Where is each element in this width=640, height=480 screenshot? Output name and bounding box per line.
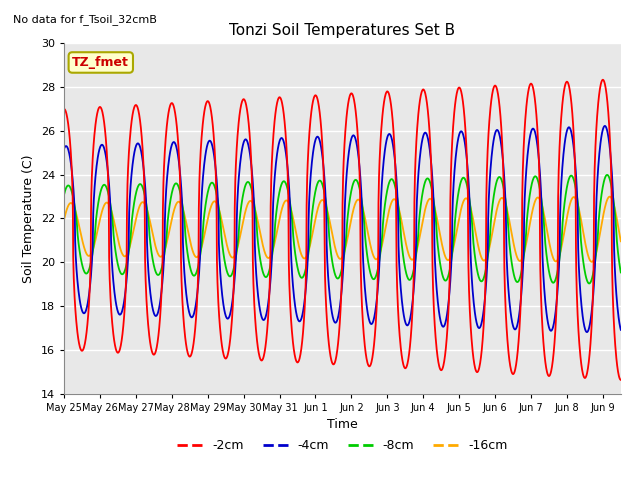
-8cm [601, 176, 609, 182]
Text: TZ_fmet: TZ_fmet [72, 56, 129, 69]
-4cm [583, 329, 591, 335]
-4cm [617, 327, 625, 333]
Line: -2cm: -2cm [64, 80, 621, 380]
-4cm [88, 249, 96, 255]
-4cm [331, 319, 339, 325]
Line: -8cm: -8cm [64, 175, 621, 284]
-2cm [316, 112, 324, 118]
-16cm [88, 248, 96, 254]
-4cm [601, 123, 609, 129]
-4cm [601, 123, 609, 129]
-16cm [499, 195, 506, 201]
-2cm [331, 360, 339, 366]
-2cm [499, 145, 506, 151]
-16cm [606, 194, 614, 200]
-8cm [604, 172, 611, 178]
-2cm [601, 81, 609, 87]
-2cm [599, 77, 607, 83]
-8cm [585, 281, 593, 287]
-4cm [60, 146, 68, 152]
-8cm [499, 180, 506, 186]
-16cm [316, 200, 324, 205]
Title: Tonzi Soil Temperatures Set B: Tonzi Soil Temperatures Set B [229, 23, 456, 38]
-4cm [499, 152, 506, 158]
-16cm [60, 217, 68, 223]
Legend: -2cm, -4cm, -8cm, -16cm: -2cm, -4cm, -8cm, -16cm [172, 434, 513, 457]
-4cm [602, 123, 609, 129]
Text: No data for f_Tsoil_32cmB: No data for f_Tsoil_32cmB [13, 14, 157, 25]
-8cm [316, 178, 324, 183]
Line: -16cm: -16cm [64, 197, 621, 262]
-2cm [617, 377, 625, 383]
-8cm [617, 270, 625, 276]
-16cm [601, 204, 609, 210]
-8cm [331, 271, 339, 276]
X-axis label: Time: Time [327, 418, 358, 431]
-4cm [316, 139, 324, 144]
-2cm [60, 106, 68, 112]
Y-axis label: Soil Temperature (C): Soil Temperature (C) [22, 154, 35, 283]
Line: -4cm: -4cm [64, 126, 621, 332]
-2cm [88, 161, 96, 167]
-16cm [331, 243, 339, 249]
-8cm [88, 252, 96, 257]
-8cm [60, 192, 68, 198]
-2cm [601, 80, 609, 86]
-16cm [617, 239, 625, 244]
-8cm [601, 175, 609, 181]
-16cm [588, 259, 596, 265]
-16cm [601, 206, 609, 212]
